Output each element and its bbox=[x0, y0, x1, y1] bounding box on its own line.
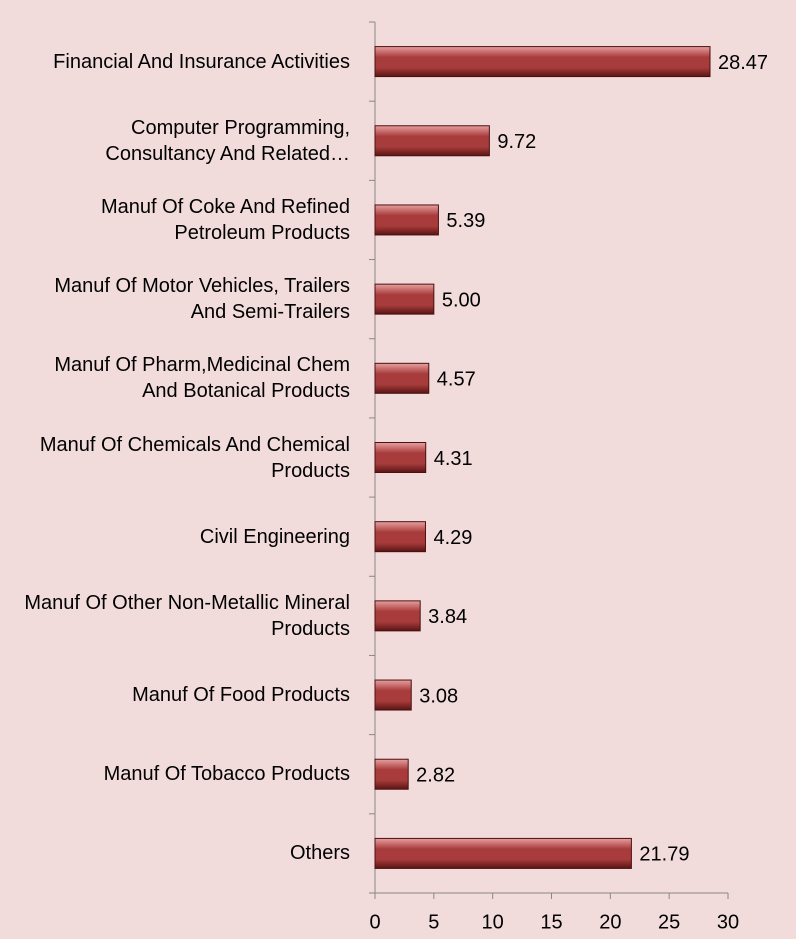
bar bbox=[374, 679, 412, 711]
value-label: 5.39 bbox=[446, 210, 485, 232]
value-label: 3.08 bbox=[419, 685, 458, 707]
value-label: 4.31 bbox=[434, 448, 473, 470]
category-label: Manuf Of Other Non-Metallic Mineral Prod… bbox=[24, 591, 350, 640]
bar bbox=[374, 837, 632, 869]
x-tick-label: 30 bbox=[717, 911, 739, 933]
bar bbox=[374, 204, 439, 236]
value-label: 28.47 bbox=[718, 52, 768, 74]
bar bbox=[374, 521, 426, 553]
x-tick-label: 5 bbox=[428, 911, 439, 933]
value-label: 3.84 bbox=[428, 606, 467, 628]
x-tick-label: 20 bbox=[599, 911, 621, 933]
category-label: Manuf Of Pharm,Medicinal Chem And Botani… bbox=[54, 354, 350, 403]
value-label: 2.82 bbox=[416, 765, 455, 787]
value-label: 5.00 bbox=[442, 289, 481, 311]
value-label: 21.79 bbox=[639, 844, 689, 866]
x-tick-label: 15 bbox=[540, 911, 562, 933]
value-label: 4.57 bbox=[437, 369, 476, 391]
bar bbox=[374, 283, 435, 315]
category-label: Manuf Of Chemicals And Chemical Products bbox=[39, 433, 350, 482]
value-label: 4.29 bbox=[433, 527, 472, 549]
category-label: Manuf Of Tobacco Products bbox=[103, 763, 350, 786]
x-tick-label: 25 bbox=[658, 911, 680, 933]
x-tick-label: 10 bbox=[482, 911, 504, 933]
bar bbox=[374, 125, 490, 157]
category-label: Others bbox=[289, 842, 350, 865]
category-label: Manuf Of Motor Vehicles, Trailers And Se… bbox=[54, 275, 350, 324]
bar bbox=[374, 362, 430, 394]
bar bbox=[374, 46, 711, 78]
category-label: Manuf Of Coke And Refined Petroleum Prod… bbox=[100, 195, 350, 244]
category-label: Financial And Insurance Activities bbox=[53, 50, 350, 73]
value-label: 9.72 bbox=[497, 131, 536, 153]
x-tick-label: 0 bbox=[369, 911, 380, 933]
category-label: Computer Programming, Consultancy And Re… bbox=[105, 116, 350, 165]
bar bbox=[374, 442, 427, 473]
bar bbox=[374, 758, 409, 790]
bar bbox=[374, 600, 421, 632]
category-label: Manuf Of Food Products bbox=[132, 684, 350, 707]
category-label: Civil Engineering bbox=[199, 525, 350, 548]
